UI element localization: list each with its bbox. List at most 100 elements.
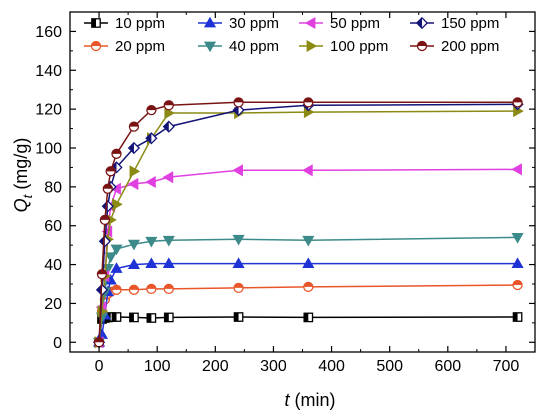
- x-tick-label: 100: [144, 358, 171, 375]
- data-point: [233, 97, 244, 108]
- y-tick-label: 100: [35, 141, 62, 158]
- data-point: [302, 164, 313, 177]
- legend-label: 150 ppm: [441, 15, 499, 32]
- y-tick-label: 40: [44, 257, 62, 274]
- data-point: [145, 257, 158, 268]
- data-point: [99, 214, 111, 226]
- data-point: [512, 97, 523, 108]
- data-point: [232, 234, 245, 246]
- legend-item: 20 ppm: [84, 38, 165, 55]
- data-point: [162, 120, 175, 133]
- legend-item: 40 ppm: [198, 38, 279, 55]
- data-point: [105, 166, 116, 177]
- data-point: [511, 257, 524, 268]
- data-point: [512, 312, 523, 322]
- x-tick-label: 300: [260, 358, 287, 375]
- data-point: [96, 269, 108, 280]
- legend-marker: [203, 41, 217, 53]
- data-point: [129, 165, 141, 178]
- data-point: [163, 312, 174, 323]
- y-tick-label: 20: [44, 296, 62, 313]
- series-10-ppm: [94, 312, 523, 348]
- data-point: [512, 279, 523, 291]
- legend-marker: [90, 40, 102, 52]
- data-point: [302, 235, 315, 247]
- x-tick-label: 400: [318, 358, 345, 375]
- data-point: [303, 312, 314, 323]
- data-point: [146, 313, 157, 323]
- data-point: [127, 177, 139, 191]
- series-150-ppm: [92, 98, 524, 349]
- data-point: [233, 282, 244, 294]
- data-point: [162, 257, 175, 268]
- legend-item: 200 ppm: [410, 38, 499, 55]
- data-point: [111, 284, 122, 295]
- x-tick-label: 600: [434, 358, 461, 375]
- data-point: [303, 97, 314, 108]
- data-point: [232, 257, 245, 268]
- legend-marker: [415, 16, 429, 30]
- plot-area: [92, 97, 524, 349]
- series-100-ppm: [94, 105, 524, 349]
- legend-label: 10 ppm: [115, 15, 165, 32]
- plot-frame: [69, 11, 536, 353]
- y-tick-label: 120: [35, 102, 62, 119]
- data-point: [127, 239, 140, 251]
- y-tick-label: 80: [44, 179, 62, 196]
- y-axis-title: Qt (mg/g): [11, 138, 35, 213]
- series-200-ppm: [93, 97, 523, 348]
- data-point: [511, 163, 522, 176]
- data-point: [162, 235, 175, 247]
- series-line: [98, 110, 518, 343]
- data-point: [128, 121, 140, 132]
- data-point: [145, 132, 158, 145]
- series-line: [98, 103, 518, 343]
- data-point: [146, 283, 157, 295]
- legend-item: 10 ppm: [84, 15, 165, 32]
- data-point: [163, 100, 174, 111]
- y-tick-label: 160: [35, 24, 62, 41]
- data-point: [102, 183, 113, 194]
- legend-marker: [416, 40, 428, 52]
- data-point: [127, 141, 141, 155]
- legend-item: 30 ppm: [198, 15, 279, 32]
- series-30-ppm: [93, 257, 524, 347]
- data-point: [163, 283, 174, 295]
- legend-label: 200 ppm: [441, 38, 499, 55]
- x-tick-label: 700: [493, 358, 520, 375]
- data-point: [127, 258, 140, 269]
- data-point: [111, 148, 122, 159]
- data-point: [145, 175, 156, 189]
- axes: 0 100 200 300 400 500 600 700 0 20 40 60 80 100 120 140…: [35, 11, 536, 375]
- data-point: [233, 312, 244, 322]
- data-point: [110, 244, 123, 256]
- data-point: [232, 164, 243, 177]
- legend-marker: [203, 16, 217, 28]
- legend-label: 30 ppm: [229, 15, 279, 32]
- data-point: [129, 312, 139, 323]
- data-point: [93, 337, 105, 348]
- legend-marker: [306, 39, 318, 53]
- y-tick-label: 140: [35, 63, 62, 80]
- y-tick-label: 60: [44, 218, 62, 235]
- legend: 10 ppm 30 ppm 50 ppm 150 ppm 20 ppm 40 ppm 100…: [84, 15, 499, 55]
- x-tick-label: 0: [95, 358, 104, 375]
- data-point: [110, 262, 123, 273]
- legend-item: 100 ppm: [299, 38, 388, 55]
- x-tick-label: 200: [202, 358, 229, 375]
- y-tick-label: 0: [53, 335, 62, 352]
- legend-item: 50 ppm: [299, 15, 380, 32]
- x-axis-title: t (min): [284, 390, 335, 410]
- x-tick-label: 500: [376, 358, 403, 375]
- data-point: [128, 284, 140, 295]
- data-point: [303, 281, 314, 293]
- legend-label: 20 ppm: [115, 38, 165, 55]
- data-point: [162, 171, 174, 184]
- data-point: [145, 236, 158, 248]
- legend-marker: [91, 18, 101, 28]
- data-point: [511, 232, 524, 244]
- data-point: [164, 106, 176, 120]
- data-point: [111, 312, 122, 322]
- data-point: [302, 257, 315, 268]
